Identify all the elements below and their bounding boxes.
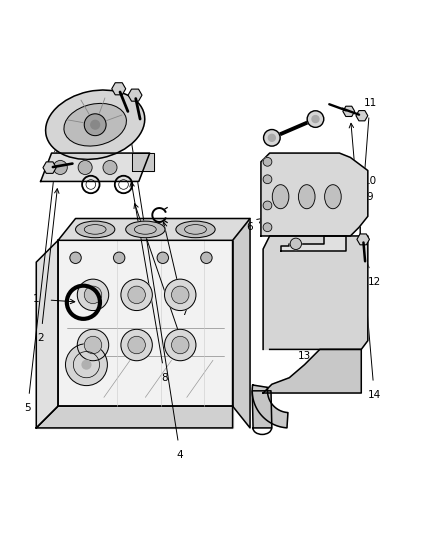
Ellipse shape	[64, 103, 126, 146]
Polygon shape	[58, 219, 250, 240]
Circle shape	[268, 134, 275, 141]
Text: 1: 1	[33, 294, 39, 304]
Polygon shape	[112, 83, 125, 95]
Circle shape	[290, 238, 301, 249]
Polygon shape	[41, 153, 149, 181]
Text: 2: 2	[37, 334, 44, 343]
Ellipse shape	[75, 221, 115, 238]
Circle shape	[263, 130, 279, 146]
Circle shape	[65, 344, 107, 385]
Polygon shape	[128, 89, 141, 101]
Ellipse shape	[176, 221, 215, 238]
Polygon shape	[36, 406, 232, 428]
Ellipse shape	[324, 185, 340, 209]
Polygon shape	[43, 162, 56, 173]
Circle shape	[262, 157, 271, 166]
Circle shape	[70, 252, 81, 263]
Circle shape	[157, 252, 168, 263]
Circle shape	[171, 286, 188, 304]
Ellipse shape	[298, 185, 314, 209]
Text: 14: 14	[367, 390, 380, 400]
Polygon shape	[355, 110, 367, 121]
Text: 8: 8	[161, 373, 168, 383]
Polygon shape	[342, 106, 354, 117]
Polygon shape	[252, 385, 287, 428]
Text: 3: 3	[181, 344, 187, 354]
Ellipse shape	[272, 185, 288, 209]
Polygon shape	[252, 391, 271, 428]
Polygon shape	[356, 234, 369, 245]
Polygon shape	[262, 236, 367, 350]
Circle shape	[84, 114, 106, 135]
Circle shape	[113, 252, 124, 263]
Circle shape	[262, 175, 271, 183]
Ellipse shape	[46, 90, 145, 159]
Circle shape	[82, 360, 91, 369]
Text: 11: 11	[280, 248, 293, 259]
Text: 5: 5	[24, 403, 31, 413]
Circle shape	[127, 286, 145, 304]
Circle shape	[262, 223, 271, 232]
Circle shape	[127, 336, 145, 354]
Circle shape	[120, 279, 152, 311]
Circle shape	[103, 160, 117, 174]
Polygon shape	[260, 153, 367, 236]
Text: 4: 4	[177, 450, 183, 460]
Circle shape	[262, 201, 271, 210]
Circle shape	[200, 252, 212, 263]
Circle shape	[164, 279, 195, 311]
Text: 11: 11	[363, 98, 376, 108]
Polygon shape	[36, 240, 58, 428]
Polygon shape	[262, 350, 360, 393]
Polygon shape	[280, 236, 345, 251]
Ellipse shape	[125, 221, 165, 238]
Circle shape	[77, 279, 109, 311]
Circle shape	[84, 336, 102, 354]
Circle shape	[171, 336, 188, 354]
Text: 7: 7	[181, 308, 187, 317]
Circle shape	[53, 160, 67, 174]
Circle shape	[77, 329, 109, 361]
Circle shape	[311, 116, 318, 123]
Circle shape	[120, 329, 152, 361]
Circle shape	[307, 111, 323, 127]
Circle shape	[84, 286, 102, 304]
Polygon shape	[132, 153, 154, 171]
Circle shape	[164, 329, 195, 361]
Text: 12: 12	[367, 277, 380, 287]
Text: 9: 9	[366, 192, 372, 201]
Circle shape	[78, 160, 92, 174]
Text: 13: 13	[297, 351, 311, 361]
Circle shape	[91, 120, 99, 129]
Polygon shape	[58, 240, 232, 406]
Polygon shape	[232, 219, 250, 428]
Text: 10: 10	[363, 176, 376, 187]
Text: 6: 6	[246, 222, 253, 232]
